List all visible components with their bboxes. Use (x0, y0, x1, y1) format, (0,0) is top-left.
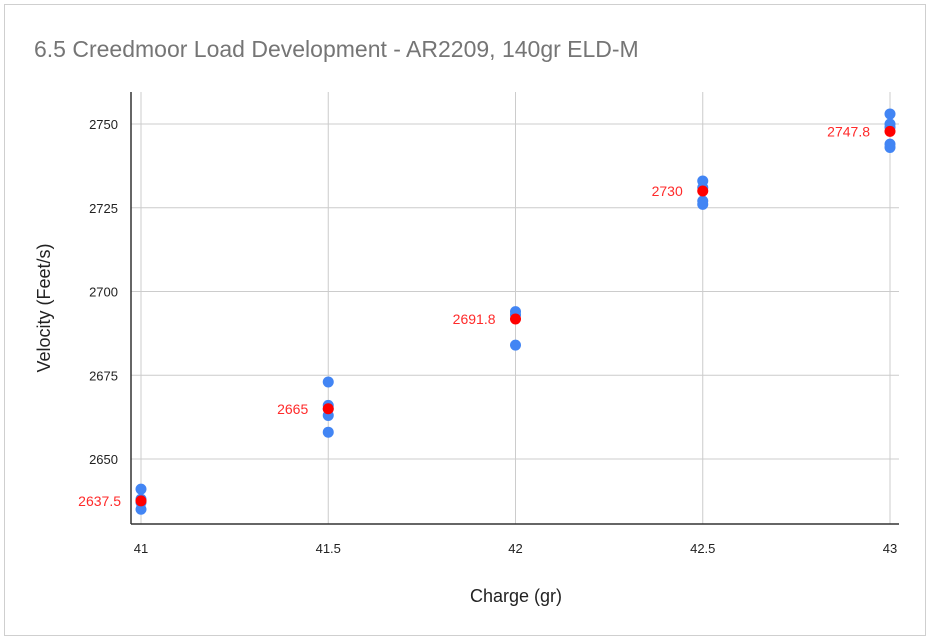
average-point (510, 313, 521, 325)
y-axis-label: Velocity (Feet/s) (34, 243, 54, 372)
chart-title: 6.5 Creedmoor Load Development - AR2209,… (34, 36, 639, 62)
x-tick-label: 41 (134, 541, 148, 556)
x-tick-label: 41.5 (316, 541, 341, 556)
average-point (884, 125, 896, 137)
x-tick-labels: 41 41.5 42 42.5 43 (134, 541, 897, 556)
shot-point (884, 141, 896, 153)
average-point (322, 403, 334, 415)
shot-point (884, 108, 896, 120)
shot-point (697, 198, 709, 210)
data-points (135, 108, 896, 515)
y-tick-label: 2650 (89, 452, 118, 467)
axes (130, 92, 899, 525)
x-axis-label: Charge (gr) (470, 586, 562, 606)
average-point (135, 495, 147, 507)
average-point (697, 185, 709, 197)
y-tick-labels: 2650 2675 2700 2725 2750 (89, 117, 118, 467)
chart-frame (4, 4, 926, 636)
x-tick-label: 42 (508, 541, 522, 556)
data-labels: 2637.5 2665 2691.8 2730 2747.8 (78, 123, 870, 509)
x-tick-label: 43 (883, 541, 897, 556)
average-data-label: 2730 (652, 183, 683, 199)
y-tick-label: 2725 (89, 201, 118, 216)
y-tick-label: 2700 (89, 285, 118, 300)
y-tick-label: 2750 (89, 117, 118, 132)
shot-point (510, 339, 521, 351)
average-data-label: 2747.8 (827, 123, 870, 139)
average-data-label: 2691.8 (453, 311, 496, 327)
gridlines (131, 92, 899, 524)
shot-point (135, 483, 147, 495)
x-tick-label: 42.5 (690, 541, 715, 556)
shot-point (322, 376, 334, 388)
average-data-label: 2665 (277, 401, 308, 417)
shot-point (322, 426, 334, 438)
y-tick-label: 2675 (89, 368, 118, 383)
average-data-label: 2637.5 (78, 493, 121, 509)
